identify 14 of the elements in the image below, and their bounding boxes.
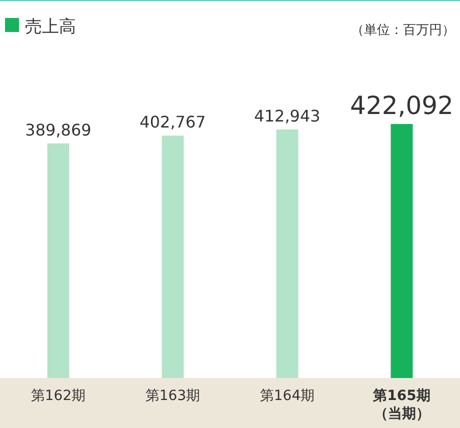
x-tick-label: 第163期 [145,388,200,404]
data-label: 389,869 [25,120,92,140]
data-label: 412,943 [254,106,320,126]
data-label: 402,767 [140,112,206,132]
bar [162,136,184,378]
x-tick-label: 第162期 [30,388,86,404]
bar [47,143,70,378]
data-label: 422,092 [350,91,454,120]
legend-label: 売上高 [25,17,76,37]
x-tick-label: 第164期 [260,388,315,404]
bar [276,130,298,378]
bar [390,124,413,378]
x-tick-label: 第165期（当期） [372,388,430,422]
text: （単位：百万円） [351,23,455,38]
